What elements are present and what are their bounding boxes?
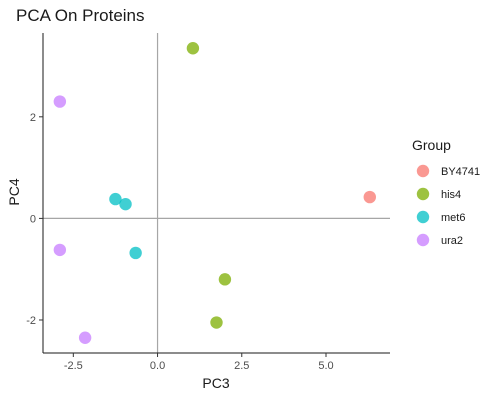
x-tick-label: 0.0 xyxy=(150,360,165,372)
data-point-met6-2 xyxy=(129,246,142,260)
legend-key-by4741 xyxy=(416,164,430,178)
data-point-met6-0 xyxy=(109,192,122,206)
chart-title: PCA On Proteins xyxy=(16,6,145,25)
x-tick-label: 2.5 xyxy=(234,360,249,372)
legend-label-his4: his4 xyxy=(441,189,461,201)
legend-items: BY4741 his4 met6 ura2 xyxy=(416,164,480,247)
legend-key-ura2 xyxy=(416,233,430,247)
data-point-ura2-1 xyxy=(53,243,67,257)
legend-title: Group xyxy=(412,137,451,153)
legend-key-his4 xyxy=(416,187,430,201)
x-tick-label: -2.5 xyxy=(64,360,83,372)
data-point-met6-1 xyxy=(119,197,132,211)
y-tick-label: 2 xyxy=(30,112,36,124)
axes xyxy=(42,33,390,354)
data-points xyxy=(53,42,376,344)
data-point-by4741-0 xyxy=(363,190,376,204)
data-point-his4-1 xyxy=(218,273,232,286)
y-axis-ticks: -2 0 2 xyxy=(26,112,43,327)
data-point-ura2-0 xyxy=(53,95,67,108)
legend-key-met6 xyxy=(416,210,430,224)
y-tick-label: 0 xyxy=(30,213,36,225)
legend-label-met6: met6 xyxy=(441,212,465,224)
data-point-ura2-2 xyxy=(78,331,92,344)
x-axis-ticks: -2.5 0.0 2.5 5.0 xyxy=(64,353,334,372)
reference-lines xyxy=(43,33,390,353)
legend-label-ura2: ura2 xyxy=(441,235,463,247)
legend-label-by4741: BY4741 xyxy=(441,166,480,178)
legend: Group BY4741 his4 met6 ura2 xyxy=(412,137,480,247)
y-axis-title: PC4 xyxy=(6,178,22,205)
x-tick-label: 5.0 xyxy=(318,360,333,372)
x-axis-title: PC3 xyxy=(202,375,229,391)
y-tick-label: -2 xyxy=(26,315,36,327)
data-point-his4-0 xyxy=(186,42,200,55)
data-point-his4-2 xyxy=(210,316,223,329)
